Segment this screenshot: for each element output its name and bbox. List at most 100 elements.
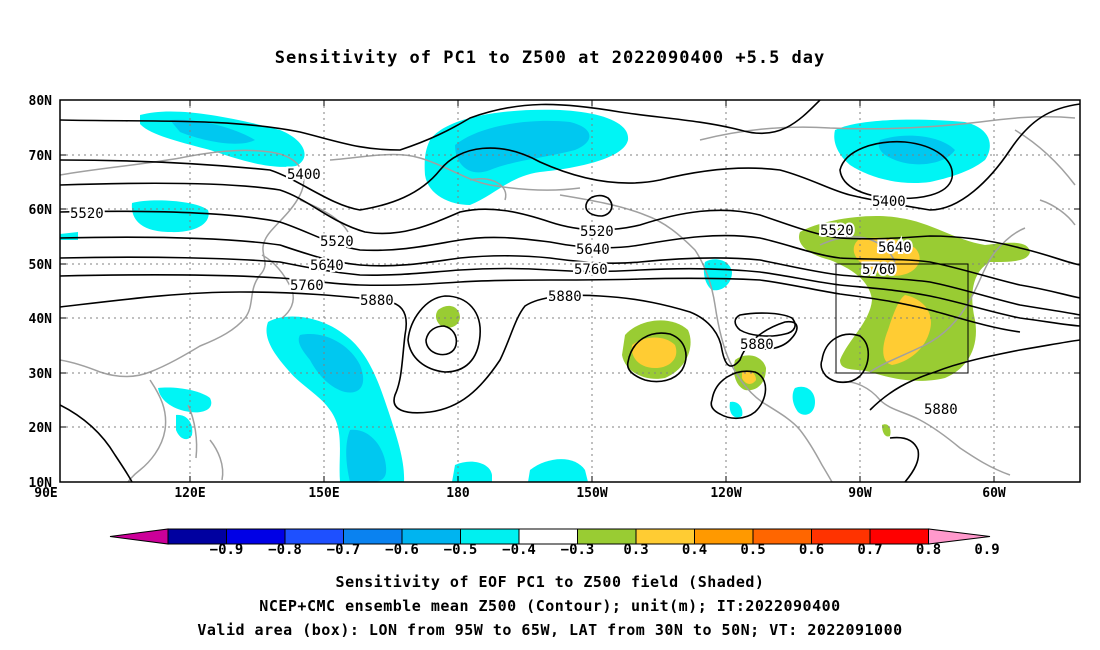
contour-line (734, 312, 796, 337)
contour-line (60, 274, 1021, 333)
caption-line-1: Sensitivity of EOF PC1 to Z500 field (Sh… (335, 573, 765, 591)
colorbar-tick-label: 0.6 (798, 542, 825, 558)
lon-label: 60W (982, 486, 1006, 501)
caption-line-2: NCEP+CMC ensemble mean Z500 (Contour); u… (259, 597, 841, 615)
colorbar-tick-label: 0.9 (974, 542, 1000, 558)
contour-line (407, 295, 481, 373)
lon-label: 90E (34, 486, 57, 501)
neg-area (452, 461, 492, 482)
valid-area-box (835, 263, 969, 374)
lon-label: 90W (848, 486, 872, 501)
lat-label: 40N (29, 312, 53, 327)
coastline (469, 178, 507, 201)
neg-area (792, 386, 815, 415)
contour-label: 5520 (580, 224, 614, 240)
contour-label: 5880 (360, 293, 394, 309)
lat-label: 60N (29, 203, 53, 218)
neg-area (878, 135, 955, 165)
contour-label: 5760 (290, 278, 324, 294)
colorbar-tick-label: −0.7 (326, 542, 361, 558)
sensitivity-shading (60, 109, 1030, 482)
colorbar-tick-label: −0.9 (209, 542, 244, 558)
colorbar-tick-label: −0.6 (385, 542, 419, 558)
colorbar (109, 528, 991, 545)
contour-label: 5760 (862, 262, 896, 278)
contour-label: 5400 (287, 167, 321, 183)
contour-line (889, 436, 920, 482)
neg-area (528, 459, 588, 482)
lon-labels: 90E 120E 150E 180 150W 120W 90W 60W (34, 486, 1006, 501)
lat-label: 30N (29, 367, 53, 382)
colorbar-tick-label: −0.5 (443, 542, 478, 558)
contour-line (60, 256, 1080, 327)
neg-area (60, 232, 78, 240)
coastline (839, 380, 1011, 476)
lon-label: 120W (710, 486, 741, 501)
contour-line (60, 103, 1080, 211)
plot-frame (59, 99, 1081, 483)
tick-marks (60, 99, 1080, 482)
coastline (187, 404, 198, 459)
contour-label: 5880 (548, 289, 582, 305)
colorbar-tick-label: −0.4 (502, 542, 536, 558)
contour-label: 5640 (310, 258, 344, 274)
colorbar-tick-label: 0.5 (740, 542, 766, 558)
pos-area (435, 305, 460, 328)
coastline (1014, 129, 1076, 186)
contour-line (60, 404, 133, 482)
colorbar-tick-label: −0.3 (560, 542, 595, 558)
colorbar-tick-label: 0.7 (857, 542, 883, 558)
contour-label: 5760 (574, 262, 608, 278)
contour-labels: 5400 5400 5520 5520 5520 5520 5640 5640 … (68, 165, 960, 420)
colorbar-right-arrow (928, 528, 991, 545)
coastline (209, 439, 224, 481)
contour-line (60, 236, 1080, 316)
lon-label: 150W (576, 486, 607, 501)
coastline (127, 379, 167, 482)
contour-line (626, 332, 687, 383)
contour-line (60, 210, 1080, 299)
contour-line (425, 325, 458, 356)
neg-area (729, 401, 743, 418)
lon-label: 150E (308, 486, 339, 501)
contour-label: 5520 (70, 206, 104, 222)
pos-area (742, 370, 756, 384)
neg-area (703, 259, 732, 291)
neg-area (298, 334, 364, 393)
contour-line (869, 339, 1080, 411)
contour-line (60, 100, 821, 151)
contour-label: 5880 (740, 337, 774, 353)
lat-labels: 80N 70N 60N 50N 40N 30N 20N 10N (29, 94, 53, 491)
contour-line (710, 370, 767, 420)
map-title: Sensitivity of PC1 to Z500 at 2022090400… (274, 48, 826, 68)
lat-label: 80N (29, 94, 53, 109)
neg-area (346, 429, 387, 482)
coastline (329, 153, 581, 191)
coastline (261, 254, 294, 319)
lon-label: 180 (446, 486, 470, 501)
lat-label: 10N (29, 476, 53, 491)
coastline (699, 116, 1076, 141)
colorbar-tick-label: −0.8 (268, 542, 302, 558)
coastline (559, 194, 833, 482)
lat-label: 70N (29, 149, 53, 164)
contour-line (839, 140, 953, 200)
contour-label: 5520 (320, 234, 354, 250)
graticule (60, 100, 1080, 482)
contour-label: 5400 (872, 194, 906, 210)
colorbar-left-arrow (109, 528, 169, 545)
neg-area (131, 200, 209, 233)
contour-line (820, 333, 870, 384)
contour-label: 5520 (820, 223, 854, 239)
pos-area (631, 337, 677, 368)
coastline (1039, 199, 1076, 226)
pos-area (853, 237, 920, 276)
pos-area (882, 424, 891, 437)
colorbar-tick-label: 0.4 (681, 542, 708, 558)
z500-contours (60, 100, 1080, 482)
contour-line (60, 182, 1080, 266)
caption-line-3: Valid area (box): LON from 95W to 65W, L… (197, 621, 903, 639)
neg-area (455, 120, 590, 173)
neg-area (170, 119, 255, 144)
